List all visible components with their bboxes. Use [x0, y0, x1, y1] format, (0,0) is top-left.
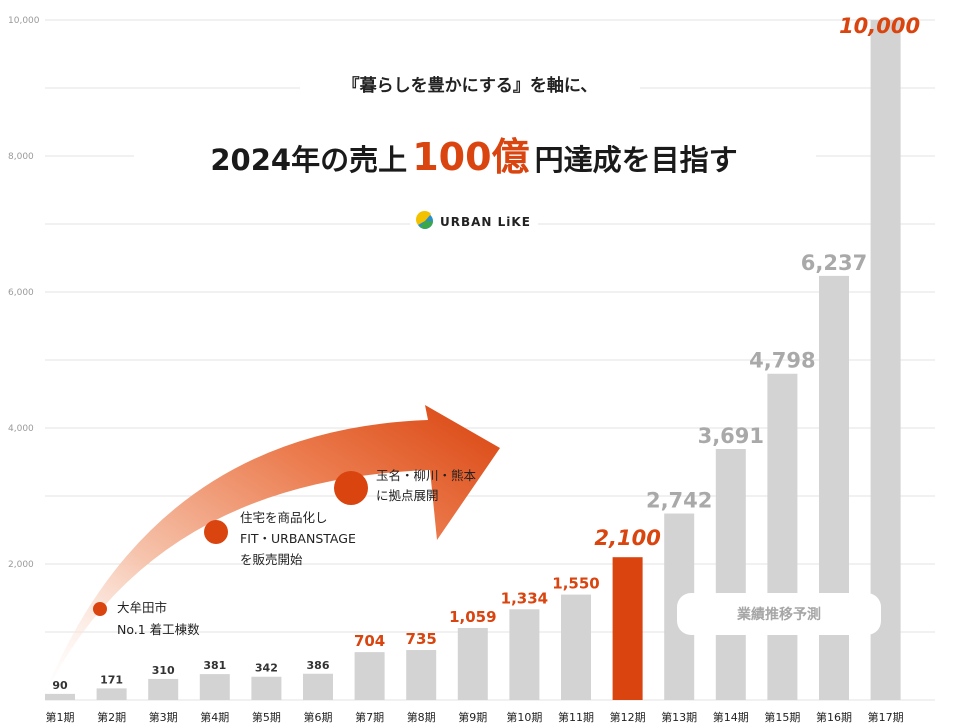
category-label: 第17期 [868, 710, 904, 724]
category-label: 第3期 [149, 710, 178, 724]
bar [96, 688, 127, 700]
annotation-line: 住宅を商品化し [240, 510, 328, 525]
value-label: 2,100 [594, 526, 660, 550]
value-label: 342 [255, 662, 278, 675]
headline-main-suffix: 円達成を目指す [535, 143, 738, 177]
bar [148, 678, 179, 700]
y-tick-label: 4,000 [8, 424, 34, 434]
annotation-dot-large [334, 471, 368, 505]
y-axis-tick-labels: 2,000 4,000 6,000 8,000 10,000 [8, 16, 40, 570]
bar [819, 275, 849, 700]
category-label: 第10期 [506, 710, 542, 724]
category-label: 第5期 [252, 710, 281, 724]
bar [870, 20, 901, 700]
y-tick-label: 8,000 [8, 152, 34, 162]
category-label: 第14期 [713, 710, 749, 724]
value-label: 1,059 [449, 608, 496, 626]
value-label: 10,000 [839, 14, 920, 38]
annotation-omuta: 大牟田市 No.1 着工棟数 [93, 600, 200, 637]
category-label: 第9期 [458, 710, 487, 724]
headline-subtitle: 『暮らしを豊かにする』を軸に、 [343, 75, 598, 96]
y-tick-label: 2,000 [8, 560, 34, 570]
category-label: 第8期 [407, 710, 436, 724]
bar [715, 449, 746, 700]
annotation-dot-small [93, 602, 107, 616]
category-label: 第15期 [764, 710, 800, 724]
bar [561, 594, 591, 700]
value-label: 704 [354, 632, 385, 650]
annotation-expansion: 玉名・柳川・熊本 に拠点展開 [334, 468, 477, 505]
value-label: 6,237 [801, 251, 867, 275]
value-label: 310 [152, 664, 175, 677]
headline-main-prefix: 2024年の売上 [210, 143, 407, 177]
headline-main-backdrop [134, 130, 816, 182]
brand: URBAN LiKE [410, 208, 538, 234]
category-label: 第16期 [816, 710, 852, 724]
annotation-line: No.1 着工棟数 [117, 622, 200, 637]
bar [457, 627, 488, 700]
bar [251, 676, 282, 700]
value-label: 735 [406, 630, 437, 648]
bar [45, 693, 75, 700]
headline-backdrop [300, 72, 640, 98]
bar [406, 650, 437, 700]
category-label: 第1期 [46, 710, 75, 724]
annotation-line: FIT・URBANSTAGE [240, 531, 356, 546]
bars [45, 20, 901, 700]
bar [354, 652, 385, 700]
brand-name: URBAN LiKE [440, 215, 531, 229]
category-label: 第12期 [610, 710, 646, 724]
bar [767, 373, 798, 700]
annotation-line: を販売開始 [240, 552, 303, 567]
bar [612, 557, 643, 700]
value-label: 1,550 [552, 575, 599, 593]
y-tick-label: 6,000 [8, 288, 34, 298]
y-tick-label: 10,000 [8, 16, 40, 26]
value-label: 90 [52, 679, 68, 692]
annotation-product: 住宅を商品化し FIT・URBANSTAGE を販売開始 [204, 510, 356, 567]
value-label: 1,334 [501, 589, 548, 607]
value-label: 386 [307, 659, 330, 672]
growth-arrow [42, 405, 500, 700]
forecast-label-pill [677, 593, 881, 635]
annotation-line: 玉名・柳川・熊本 [376, 468, 477, 483]
bar [303, 673, 333, 700]
annotation-line: 大牟田市 [117, 600, 167, 615]
category-label: 第4期 [200, 710, 229, 724]
value-label: 2,742 [646, 489, 712, 513]
category-label: 第6期 [304, 710, 333, 724]
bar [199, 674, 230, 700]
category-label: 第13期 [661, 710, 697, 724]
category-label: 第2期 [97, 710, 126, 724]
category-label: 第11期 [558, 710, 594, 724]
annotation-line: に拠点展開 [376, 488, 439, 503]
x-axis-category-labels: 第1期 第2期 第3期 第4期 第5期 第6期 第7期 第8期 第9期 第10期 第11期 第12期 第… [46, 710, 904, 724]
annotation-dot-medium [204, 520, 228, 544]
category-label: 第7期 [355, 710, 384, 724]
headline-main: 2024年の売上 100億 円達成を目指す [210, 135, 737, 179]
urban-like-logo-icon [415, 210, 433, 229]
bar [509, 609, 540, 700]
value-label: 3,691 [698, 424, 764, 448]
value-label: 4,798 [749, 349, 815, 373]
value-label: 171 [100, 673, 123, 686]
value-label: 381 [203, 659, 226, 672]
headline-main-accent: 100億 [412, 135, 529, 179]
forecast-label: 業績推移予測 [736, 606, 821, 623]
